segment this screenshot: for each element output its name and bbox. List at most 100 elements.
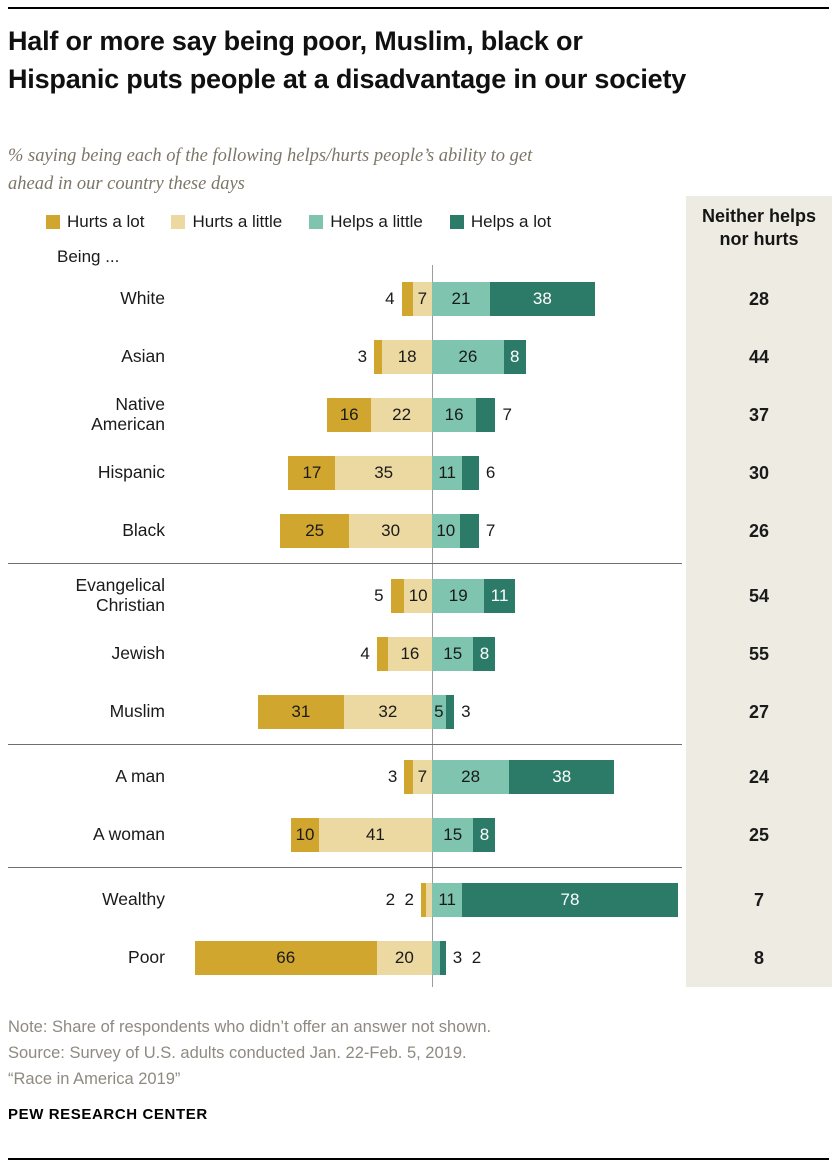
neither-value: 7	[753, 889, 764, 910]
row-label: Wealthy	[102, 889, 165, 910]
bar-value: 16	[400, 644, 420, 663]
bar-segment-helps-a-little	[432, 514, 460, 548]
bar-value-outside-left: 3	[357, 347, 368, 366]
bar-segment-hurts-a-little	[376, 941, 432, 975]
legend-swatch-icon	[309, 215, 324, 229]
chart-legend: Hurts a lot Hurts a little Helps a little H…	[46, 212, 551, 232]
bar-value: 38	[552, 767, 572, 786]
neither-value: 37	[748, 404, 770, 425]
bar-value: 11	[490, 586, 509, 605]
bar-value: 7	[417, 767, 428, 786]
bar-segment-hurts-a-little	[343, 695, 432, 729]
bar-value: 7	[417, 289, 428, 308]
bar-segment-hurts-a-lot	[390, 579, 405, 613]
title-line-2: Hispanic puts people at a disadvantage i…	[8, 64, 687, 94]
bar-segment-hurts-a-little	[349, 514, 432, 548]
bar-segment-hurts-a-lot	[420, 883, 427, 917]
neither-column-header: Neither helps nor hurts	[701, 206, 817, 249]
neither-value: 8	[753, 947, 764, 968]
bar-segment-helps-a-lot	[484, 579, 515, 613]
legend-item: Hurts a little	[171, 212, 282, 232]
bar-value-outside-left: 2 2	[385, 890, 414, 909]
title-line-1: Half or more say being poor, Muslim, bla…	[8, 26, 583, 56]
bar-segment-helps-a-little	[432, 695, 446, 729]
neither-value: 26	[748, 520, 770, 541]
bar-value: 21	[451, 289, 471, 308]
bar-segment-hurts-a-lot	[401, 282, 413, 316]
bar-value-outside-left: 3	[387, 767, 398, 786]
bar-value: 17	[302, 463, 322, 482]
bar-segment-helps-a-little	[432, 340, 504, 374]
bar-segment-helps-a-little	[432, 941, 441, 975]
legend-swatch-icon	[171, 215, 186, 229]
row-label: Poor	[128, 947, 165, 968]
bar-segment-helps-a-lot	[459, 514, 479, 548]
bar-segment-hurts-a-lot	[404, 760, 413, 794]
bar-value: 15	[443, 825, 463, 844]
bar-segment-hurts-a-little	[335, 456, 432, 490]
group-separator	[8, 867, 682, 868]
source-line: Source: Survey of U.S. adults conducted …	[8, 1044, 467, 1062]
note-line: Note: Share of respondents who didn’t of…	[8, 1018, 492, 1036]
bar-segment-helps-a-lot	[440, 941, 446, 975]
bar-segment-helps-a-little	[432, 579, 485, 613]
bar-segment-hurts-a-lot	[376, 637, 388, 671]
bar-value: 10	[408, 586, 428, 605]
bar-segment-hurts-a-lot	[280, 514, 350, 548]
legend-swatch-icon	[46, 215, 60, 229]
neither-value: 55	[748, 643, 770, 664]
legend-item: Hurts a lot	[46, 212, 144, 232]
row-label: A man	[115, 766, 165, 787]
neither-value: 27	[748, 701, 770, 722]
bar-value-outside-right: 6	[485, 463, 496, 482]
row-label: Asian	[121, 346, 165, 367]
bar-segment-hurts-a-little	[404, 579, 432, 613]
bar-value-outside-right: 7	[485, 521, 496, 540]
bar-value: 11	[438, 463, 456, 482]
bar-value: 41	[365, 825, 385, 844]
bar-value-outside-left: 4	[385, 289, 395, 308]
bar-value: 66	[276, 948, 296, 967]
row-label: Muslim	[109, 701, 165, 722]
row-label: Hispanic	[97, 462, 165, 483]
bar-value: 78	[560, 890, 580, 909]
bar-segment-hurts-a-little	[318, 818, 432, 852]
bar-value: 31	[291, 702, 311, 721]
legend-label: Hurts a little	[192, 212, 283, 231]
row-label: Jewish	[111, 643, 166, 664]
bar-segment-helps-a-little	[432, 456, 463, 490]
bar-value-outside-right: 7	[502, 405, 512, 424]
row-label: White	[120, 288, 165, 309]
neither-value: 54	[748, 585, 770, 606]
bar-value: 16	[444, 405, 464, 424]
bar-value: 11	[438, 890, 456, 909]
group-separator	[8, 744, 682, 745]
bar-segment-hurts-a-little	[387, 637, 432, 671]
bar-segment-hurts-a-little	[412, 282, 432, 316]
neither-value: 30	[748, 462, 770, 483]
legend-label: Hurts a lot	[67, 212, 145, 231]
bar-segment-hurts-a-lot	[291, 818, 319, 852]
bar-segment-hurts-a-little	[412, 760, 432, 794]
bar-value: 35	[374, 463, 394, 482]
bar-segment-hurts-a-little	[426, 883, 432, 917]
bar-segment-helps-a-little	[432, 637, 474, 671]
legend-label: Helps a little	[330, 212, 423, 231]
bar-segment-helps-a-lot	[462, 456, 479, 490]
chart-subtitle: % saying being each of the following hel…	[8, 142, 728, 198]
legend-swatch-icon	[449, 215, 464, 229]
bar-value: 30	[381, 521, 401, 540]
chart-notes: Note: Share of respondents who didn’t of…	[8, 1014, 491, 1092]
bar-value: 19	[448, 586, 468, 605]
pew-wordmark: PEW RESEARCH CENTER	[8, 1106, 208, 1123]
bar-value: 18	[397, 347, 417, 366]
bar-value-outside-left: 5	[374, 586, 384, 605]
bar-segment-helps-a-lot	[476, 398, 496, 432]
bar-value: 10	[295, 825, 315, 844]
bar-segment-helps-a-little	[432, 818, 474, 852]
bar-segment-hurts-a-lot	[327, 398, 372, 432]
page-title: Half or more say being poor, Muslim, bla…	[8, 22, 828, 98]
bar-value: 8	[510, 347, 520, 366]
bar-value: 8	[479, 644, 490, 663]
